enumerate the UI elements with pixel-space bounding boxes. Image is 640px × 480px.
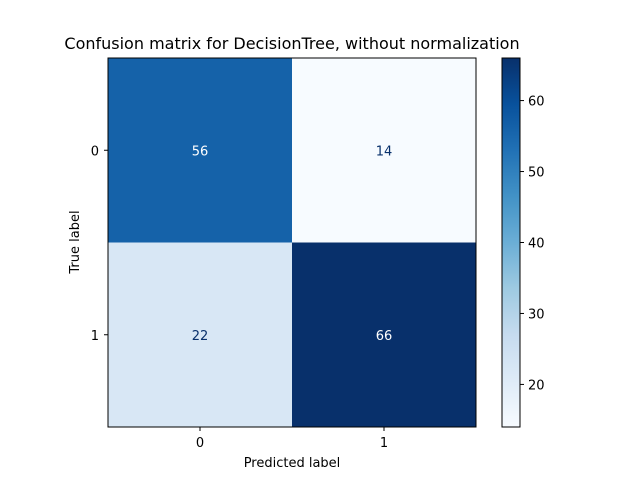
cell-value-label: 14 — [376, 144, 393, 159]
colorbar — [501, 57, 521, 428]
x-tick-label: 0 — [196, 436, 204, 451]
colorbar-tick-label: 20 — [528, 378, 545, 393]
cell-value-label: 56 — [192, 144, 209, 159]
heatmap-cell — [292, 242, 477, 428]
heatmap-cell — [108, 58, 293, 243]
colorbar-ticks: 20 30 40 50 60 — [520, 95, 545, 393]
colorbar-tick-label: 60 — [528, 95, 545, 110]
cell-value-label: 66 — [376, 329, 393, 344]
colorbar-tick-label: 40 — [528, 237, 545, 252]
x-axis-label: Predicted label — [244, 456, 341, 471]
heatmap-cells — [108, 58, 477, 428]
heatmap-cell — [292, 58, 477, 243]
cell-value-label: 22 — [192, 329, 209, 344]
y-axis-ticks: 01 — [91, 144, 108, 344]
heatmap-frame — [107, 57, 477, 428]
chart-title: Confusion matrix for DecisionTree, witho… — [64, 34, 519, 53]
colorbar-tick-label: 30 — [528, 307, 545, 322]
heatmap-cell-labels: 56 14 22 66 — [192, 144, 393, 344]
y-tick-label: 1 — [91, 329, 99, 344]
colorbar-tick-label: 50 — [528, 166, 545, 181]
y-tick-label: 0 — [91, 144, 99, 159]
y-axis-label: True label — [68, 210, 83, 274]
x-tick-label: 1 — [380, 436, 388, 451]
heatmap-cell — [108, 242, 293, 428]
